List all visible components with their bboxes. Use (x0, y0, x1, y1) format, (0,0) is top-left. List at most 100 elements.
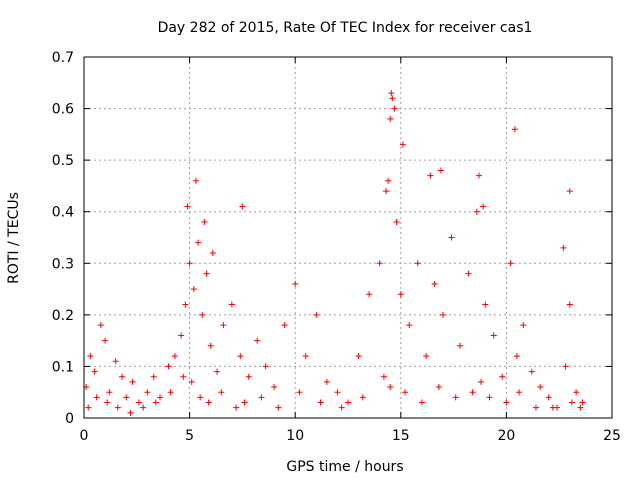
data-point (201, 219, 208, 226)
data-point (345, 399, 351, 406)
data-point (114, 404, 121, 411)
data-point (387, 115, 394, 122)
data-point (258, 394, 265, 401)
chart-title: Day 282 of 2015, Rate Of TEC Index for r… (158, 20, 533, 36)
data-point (102, 337, 109, 344)
data-point (385, 177, 392, 184)
data-point (178, 332, 185, 339)
x-tick-label: 0 (80, 428, 89, 444)
data-point (167, 389, 174, 396)
x-axis-label: GPS time / hours (286, 459, 403, 475)
data-point (389, 95, 396, 102)
plot-frame (83, 56, 613, 419)
axis-ticks: 0 5 10 15 20 25 0 0.1 0.2 0.3 0.4 0.5 0.6 0.7 (52, 50, 621, 444)
y-tick-label: 0.5 (52, 153, 74, 169)
data-point (313, 311, 320, 318)
x-tick-label: 20 (497, 428, 515, 444)
data-point (195, 239, 202, 246)
data-point (334, 389, 341, 396)
y-tick-label: 0.6 (52, 102, 74, 118)
data-point (380, 373, 387, 380)
data-point (528, 368, 535, 375)
data-point (190, 286, 197, 293)
data-point (545, 394, 552, 401)
y-tick-label: 0.2 (52, 308, 74, 324)
data-point (579, 399, 586, 406)
data-point (503, 399, 510, 406)
data-point (359, 394, 366, 401)
data-point (568, 399, 575, 406)
data-point (490, 332, 497, 339)
data-point (123, 394, 130, 401)
y-tick-label: 0.3 (52, 256, 74, 272)
data-point (140, 404, 147, 411)
data-point (513, 353, 520, 360)
data-point (112, 358, 119, 365)
data-point (203, 270, 210, 277)
data-point (549, 404, 556, 411)
data-point (292, 280, 299, 287)
y-tick-label: 0.1 (52, 359, 74, 375)
data-point (402, 389, 409, 396)
data-point (440, 311, 447, 318)
data-point (399, 141, 406, 148)
data-point (245, 373, 252, 380)
data-point (435, 384, 442, 391)
data-point (93, 394, 100, 401)
y-tick-label: 0 (65, 411, 74, 427)
data-point (355, 353, 362, 360)
data-point (281, 322, 288, 329)
data-point (214, 368, 221, 375)
data-point (507, 260, 514, 267)
data-point (171, 353, 178, 360)
data-point (254, 337, 261, 344)
data-point (323, 378, 330, 385)
data-point (486, 394, 493, 401)
data-point (296, 389, 303, 396)
data-point (577, 404, 584, 411)
data-point (366, 291, 373, 298)
data-point (262, 363, 269, 370)
data-point (516, 389, 523, 396)
data-point (119, 373, 126, 380)
data-point (376, 260, 383, 267)
data-point (209, 249, 216, 256)
y-tick-label: 0.7 (52, 50, 74, 66)
data-point (184, 203, 191, 210)
data-point (97, 322, 104, 329)
data-point (338, 404, 345, 411)
data-point (431, 280, 438, 287)
data-point (271, 384, 278, 391)
data-point (135, 399, 142, 406)
data-point (423, 353, 430, 360)
data-point (566, 301, 573, 308)
data-point (241, 399, 248, 406)
data-point (473, 208, 480, 215)
data-point (511, 126, 518, 133)
data-point (469, 389, 476, 396)
data-point (456, 342, 463, 349)
data-point (237, 353, 244, 360)
data-point (387, 384, 394, 391)
data-point (480, 203, 487, 210)
data-points (83, 90, 586, 416)
x-tick-label: 15 (392, 428, 410, 444)
data-point (157, 394, 164, 401)
data-point (220, 322, 227, 329)
data-point (192, 177, 199, 184)
data-point (205, 399, 212, 406)
data-point (465, 270, 472, 277)
data-point (317, 399, 324, 406)
data-point (383, 188, 390, 195)
data-point (228, 301, 235, 308)
data-point (475, 172, 482, 179)
data-point (499, 373, 506, 380)
data-point (573, 389, 580, 396)
data-point (391, 105, 398, 112)
data-point (197, 394, 204, 401)
data-point (129, 378, 136, 385)
data-point (144, 389, 151, 396)
data-point (188, 378, 195, 385)
data-point (233, 404, 240, 411)
data-point (388, 90, 395, 97)
